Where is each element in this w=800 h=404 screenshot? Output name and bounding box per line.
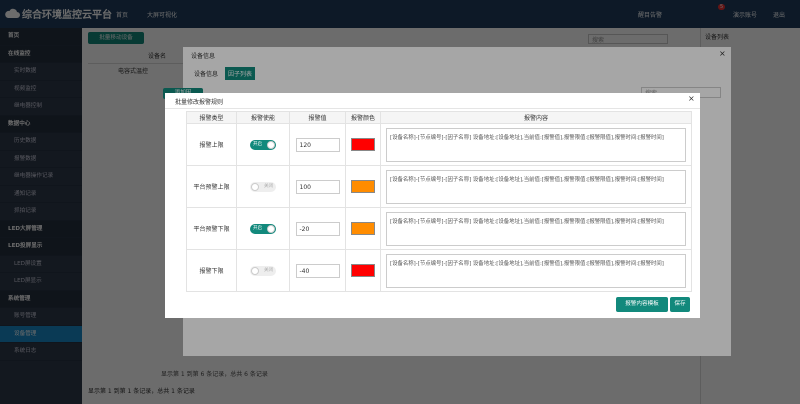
cell: 平台预警下限	[186, 208, 237, 250]
menu-item[interactable]: 抓拍记录	[0, 203, 82, 221]
cell	[346, 166, 381, 208]
cell	[346, 250, 381, 292]
alarm-type: 平台预警上限	[193, 184, 230, 191]
value-input[interactable]: 120	[295, 137, 340, 152]
button[interactable]: 报警内容模板	[616, 297, 668, 312]
toggle-label: 开启	[253, 225, 262, 231]
footer: 显示第 1 到第 6 条记录，总共 6 条记录	[161, 371, 268, 378]
cell	[346, 208, 381, 250]
modal-title: 设备信息	[191, 53, 216, 60]
app-title: 综合环境监控云平台	[22, 10, 112, 21]
sidebar: 首页 在线监控 实时数据 视频监控 继电器控制 数据中心 历史数据 报警数据 继电器操作记录 通知…	[0, 28, 82, 404]
cell: [设备名称]-[节点编号]-[因子名称] 设备地址:[设备地址],当前值:[报警…	[381, 208, 692, 250]
content-input[interactable]: [设备名称]-[节点编号]-[因子名称] 设备地址:[设备地址],当前值:[报警…	[386, 211, 686, 246]
cell: [设备名称]-[节点编号]-[因子名称] 设备地址:[设备地址],当前值:[报警…	[381, 250, 692, 292]
tab[interactable]: 设备信息	[194, 71, 219, 78]
value-input[interactable]: -20	[295, 221, 340, 236]
button[interactable]: 批量移动设备	[88, 32, 144, 44]
menu-item[interactable]: LED屏显示	[0, 273, 82, 291]
menu-item[interactable]: 首页	[0, 28, 82, 46]
divider	[165, 108, 700, 109]
alarm-type: 平台预警下限	[193, 226, 230, 233]
column-header: 报警使能	[237, 111, 290, 124]
button[interactable]: 保存	[670, 297, 690, 312]
cell: 报警下限	[186, 250, 237, 292]
toggle[interactable]: 关闭	[250, 181, 276, 192]
toggle-label: 关闭	[264, 183, 273, 189]
color-swatch[interactable]	[351, 264, 375, 277]
menu-item[interactable]: 设备管理	[0, 325, 82, 343]
cell: [设备名称]-[节点编号]-[因子名称] 设备地址:[设备地址],当前值:[报警…	[381, 166, 692, 208]
cell: 开启	[237, 208, 290, 250]
cell: -20	[290, 208, 346, 250]
menu-item[interactable]: 在线监控	[0, 45, 82, 63]
menu-item[interactable]: 实时数据	[0, 63, 82, 81]
menu-item[interactable]: 系统日志	[0, 343, 82, 361]
tab[interactable]: 因子列表	[225, 67, 256, 80]
toggle-knob	[267, 140, 275, 149]
account[interactable]: 演示账号	[733, 12, 758, 19]
cell: 100	[290, 166, 346, 208]
cell: 关闭	[237, 166, 290, 208]
alarm-type: 报警上限	[199, 142, 224, 149]
alarm-modal: 批量修改报警规则 × 报警内容模板 保存 报警类型 报警使能 报警值 报警颜色 报警内容…	[165, 93, 700, 318]
alert-link[interactable]: 醒目告警	[638, 12, 663, 19]
cell: [设备名称]-[节点编号]-[因子名称] 设备地址:[设备地址],当前值:[报警…	[381, 124, 692, 166]
menu-item[interactable]: 继电器控制	[0, 98, 82, 116]
menu-item[interactable]: 账号管理	[0, 308, 82, 326]
alarm-type: 报警下限	[199, 268, 224, 275]
menu-item[interactable]: 通知记录	[0, 186, 82, 203]
color-swatch[interactable]	[351, 138, 375, 151]
nav-link[interactable]: 首页	[116, 12, 129, 19]
menu-item[interactable]: LED屏设置	[0, 256, 82, 273]
column-header: 报警颜色	[346, 111, 381, 124]
cell: 平台预警上限	[186, 166, 237, 208]
close[interactable]: ×	[688, 94, 695, 103]
panel-title: 设备列表	[705, 34, 730, 41]
menu-item[interactable]: 报警数据	[0, 151, 82, 168]
row: 电容式温控	[118, 68, 149, 75]
column-header: 报警类型	[186, 111, 237, 124]
footer: 显示第 1 到第 1 条记录，总共 1 条记录	[88, 388, 195, 395]
column-header: 报警内容	[381, 111, 692, 124]
close[interactable]: ×	[719, 49, 726, 58]
cell	[346, 124, 381, 166]
modal-title: 批量修改报警规则	[175, 99, 224, 106]
cell: 开启	[237, 124, 290, 166]
menu-item[interactable]: 数据中心	[0, 115, 82, 133]
cell: 120	[290, 124, 346, 166]
menu-item[interactable]: LED投屏显示	[0, 238, 82, 256]
menu-item[interactable]: 历史数据	[0, 133, 82, 151]
color-swatch[interactable]	[351, 222, 375, 235]
toggle-label: 开启	[253, 141, 262, 147]
value-input[interactable]: 100	[295, 179, 340, 194]
content-input[interactable]: [设备名称]-[节点编号]-[因子名称] 设备地址:[设备地址],当前值:[报警…	[386, 253, 686, 288]
column-header: 报警值	[290, 111, 346, 124]
logout[interactable]: 退出	[773, 12, 786, 19]
toggle-label: 关闭	[264, 267, 273, 273]
search[interactable]: 搜索	[588, 34, 668, 44]
toggle-knob	[267, 224, 275, 233]
toggle[interactable]: 开启	[250, 223, 276, 234]
logo	[5, 8, 20, 18]
menu-item[interactable]: 系统管理	[0, 290, 82, 308]
toggle[interactable]: 关闭	[250, 265, 276, 276]
menu-item[interactable]: LED大屏管理	[0, 220, 82, 238]
top-bar: 综合环境监控云平台 首页 大屏可视化 醒目告警 5 演示账号 退出	[0, 0, 800, 28]
toggle-knob	[251, 266, 259, 275]
nav-link[interactable]: 大屏可视化	[147, 12, 178, 19]
cell: -40	[290, 250, 346, 292]
cell: 报警上限	[186, 124, 237, 166]
badge: 5	[718, 4, 726, 10]
content-input[interactable]: [设备名称]-[节点编号]-[因子名称] 设备地址:[设备地址],当前值:[报警…	[386, 169, 686, 204]
toggle-knob	[251, 182, 259, 191]
toggle[interactable]: 开启	[250, 139, 276, 150]
value-input[interactable]: -40	[295, 263, 340, 278]
menu-item[interactable]: 继电器操作记录	[0, 168, 82, 186]
cell: 关闭	[237, 250, 290, 292]
menu-item[interactable]: 视频监控	[0, 81, 82, 98]
color-swatch[interactable]	[351, 180, 375, 193]
content-input[interactable]: [设备名称]-[节点编号]-[因子名称] 设备地址:[设备地址],当前值:[报警…	[386, 127, 686, 162]
